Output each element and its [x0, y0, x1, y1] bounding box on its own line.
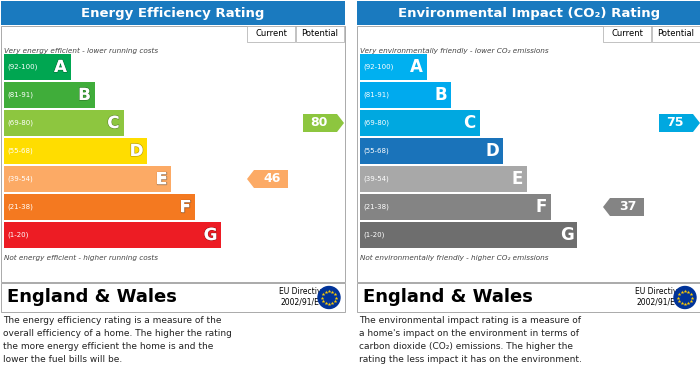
- Text: Potential: Potential: [302, 29, 339, 38]
- Text: (1-20): (1-20): [363, 232, 384, 238]
- Bar: [4, 54, 71, 80]
- Text: Current: Current: [255, 29, 287, 38]
- Text: G: G: [204, 226, 218, 244]
- Polygon shape: [603, 198, 644, 216]
- Bar: [360, 54, 427, 80]
- Text: (39-54): (39-54): [363, 176, 389, 182]
- Text: (55-68): (55-68): [7, 148, 33, 154]
- Polygon shape: [247, 170, 288, 188]
- Bar: [4, 166, 171, 192]
- Text: C: C: [107, 114, 120, 132]
- Bar: [360, 110, 480, 136]
- Text: F: F: [536, 198, 547, 216]
- Text: EU Directive
2002/91/EC: EU Directive 2002/91/EC: [279, 287, 327, 306]
- Bar: [4, 138, 148, 164]
- Bar: [357, 26, 700, 282]
- Text: Very energy efficient - lower running costs: Very energy efficient - lower running co…: [4, 48, 158, 54]
- Text: B: B: [434, 86, 447, 104]
- Text: (55-68): (55-68): [363, 148, 389, 154]
- Text: C: C: [463, 114, 475, 132]
- Text: F: F: [180, 198, 191, 216]
- Text: Environmental Impact (CO₂) Rating: Environmental Impact (CO₂) Rating: [398, 7, 660, 20]
- Bar: [360, 82, 451, 108]
- Text: E: E: [512, 170, 524, 188]
- Bar: [357, 283, 700, 312]
- Text: 46: 46: [263, 172, 281, 185]
- Bar: [1, 283, 345, 312]
- Text: (39-54): (39-54): [7, 176, 33, 182]
- Text: A: A: [54, 58, 67, 76]
- Text: England & Wales: England & Wales: [7, 289, 177, 307]
- Text: The energy efficiency rating is a measure of the
overall efficiency of a home. T: The energy efficiency rating is a measur…: [3, 316, 232, 364]
- Bar: [360, 138, 503, 164]
- Bar: [1, 26, 345, 282]
- Text: Very environmentally friendly - lower CO₂ emissions: Very environmentally friendly - lower CO…: [360, 48, 549, 54]
- Polygon shape: [303, 114, 344, 132]
- Bar: [4, 194, 195, 220]
- Text: Potential: Potential: [657, 29, 694, 38]
- Circle shape: [318, 287, 340, 308]
- Text: 37: 37: [620, 201, 637, 213]
- Text: (1-20): (1-20): [7, 232, 29, 238]
- Text: (81-91): (81-91): [7, 92, 33, 98]
- Bar: [360, 194, 551, 220]
- Text: A: A: [410, 58, 423, 76]
- Text: B: B: [78, 86, 91, 104]
- Text: Not energy efficient - higher running costs: Not energy efficient - higher running co…: [4, 255, 158, 261]
- Bar: [357, 1, 700, 25]
- Text: (21-38): (21-38): [363, 204, 389, 210]
- Bar: [4, 82, 94, 108]
- Text: (81-91): (81-91): [363, 92, 389, 98]
- Text: (69-80): (69-80): [363, 120, 389, 126]
- Bar: [360, 166, 527, 192]
- Circle shape: [674, 287, 696, 308]
- Text: D: D: [486, 142, 499, 160]
- Text: England & Wales: England & Wales: [363, 289, 533, 307]
- Bar: [360, 222, 578, 248]
- Text: Not environmentally friendly - higher CO₂ emissions: Not environmentally friendly - higher CO…: [360, 255, 549, 261]
- Text: EU Directive
2002/91/EC: EU Directive 2002/91/EC: [636, 287, 682, 306]
- Text: E: E: [156, 170, 167, 188]
- Text: (92-100): (92-100): [363, 64, 393, 70]
- Text: 75: 75: [666, 117, 684, 129]
- Text: (69-80): (69-80): [7, 120, 33, 126]
- Text: (21-38): (21-38): [7, 204, 33, 210]
- Bar: [652, 26, 700, 42]
- Polygon shape: [659, 114, 700, 132]
- Text: G: G: [560, 226, 573, 244]
- Bar: [296, 26, 344, 42]
- Bar: [247, 26, 295, 42]
- Text: (92-100): (92-100): [7, 64, 37, 70]
- Bar: [4, 222, 221, 248]
- Bar: [1, 1, 345, 25]
- Text: The environmental impact rating is a measure of
a home's impact on the environme: The environmental impact rating is a mea…: [359, 316, 582, 364]
- Text: D: D: [130, 142, 144, 160]
- Text: Current: Current: [611, 29, 643, 38]
- Text: Energy Efficiency Rating: Energy Efficiency Rating: [81, 7, 265, 20]
- Bar: [4, 110, 123, 136]
- Text: 80: 80: [310, 117, 328, 129]
- Bar: [603, 26, 651, 42]
